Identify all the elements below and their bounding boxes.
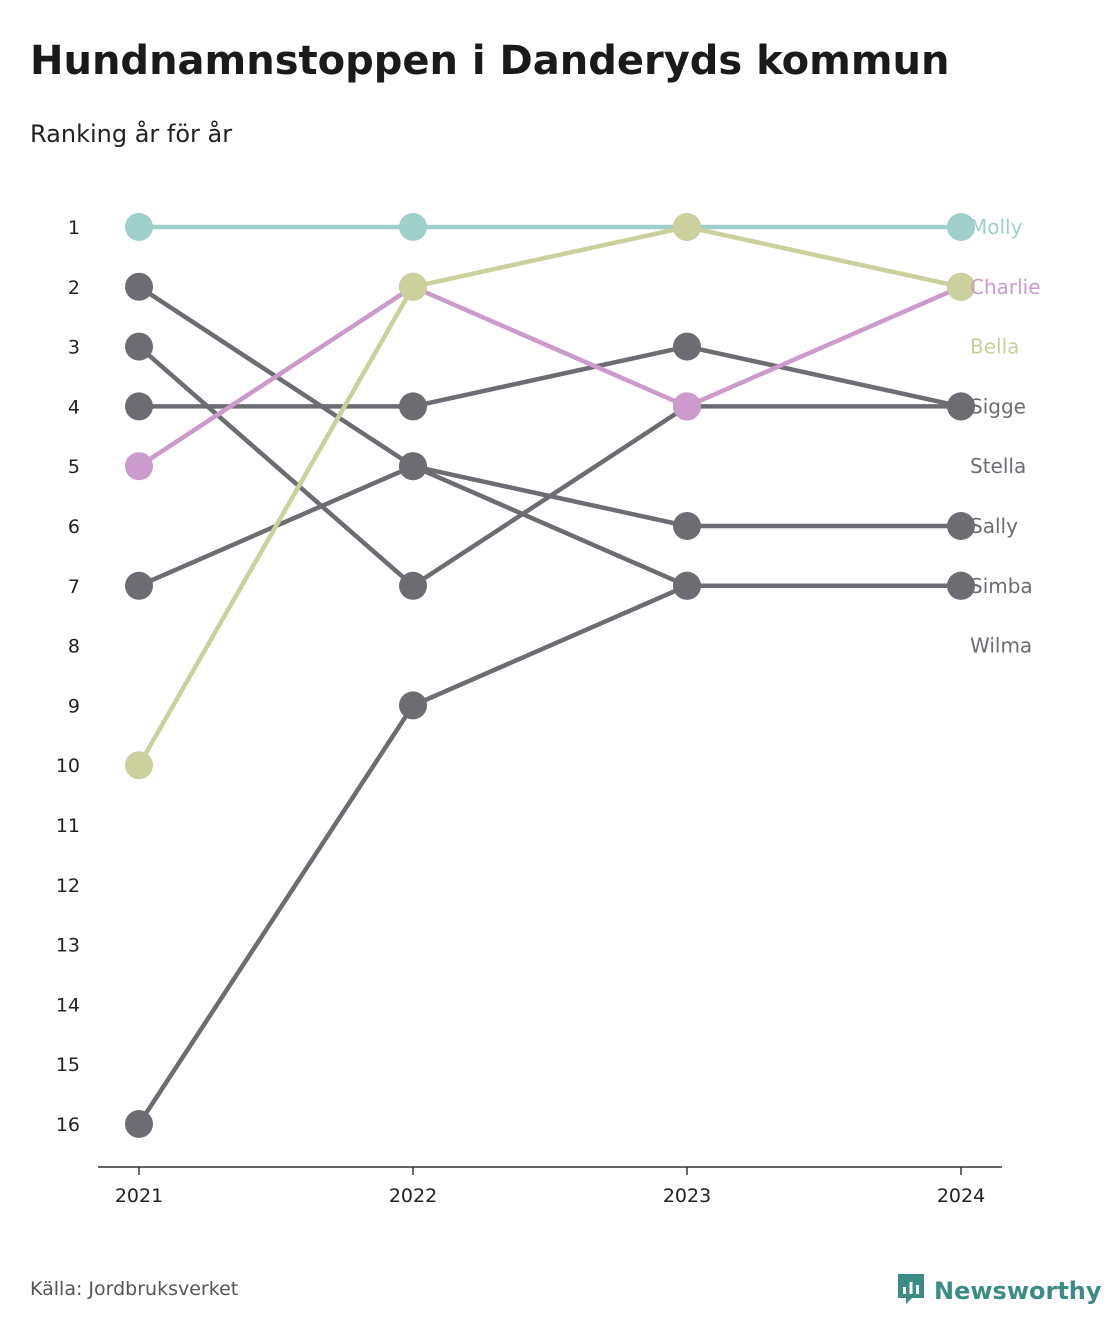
data-point-stella [125, 272, 153, 301]
series-line-wilma [136, 344, 964, 589]
series-points [125, 213, 975, 1138]
data-point-sigge [125, 392, 153, 421]
chart-subtitle: Ranking år för år [30, 120, 233, 148]
data-point-molly [947, 213, 975, 241]
brand-name: Newsworthy [934, 1277, 1102, 1305]
end-label-wilma: Wilma [970, 634, 1032, 658]
data-point-wilma [947, 392, 975, 421]
data-point-bella [125, 751, 153, 780]
data-point-simba [673, 571, 701, 600]
data-point-bella [673, 213, 701, 241]
y-tick-label: 14 [56, 994, 80, 1016]
data-point-sally [125, 571, 153, 600]
end-label-bella: Bella [970, 335, 1019, 359]
series-lines [136, 224, 964, 1127]
chart-title: Hundnamnstoppen i Danderyds kommun [30, 38, 950, 84]
data-point-simba [947, 571, 975, 600]
y-tick-label: 7 [68, 576, 80, 598]
y-tick-label: 16 [56, 1114, 80, 1136]
series-line-simba [136, 583, 964, 1127]
series-line-stella [136, 284, 964, 589]
x-tick-label: 2021 [115, 1185, 163, 1207]
y-tick-label: 10 [56, 755, 80, 777]
y-tick-label: 13 [56, 935, 80, 957]
y-tick-label: 5 [68, 456, 80, 478]
data-point-wilma [399, 571, 427, 600]
data-point-charlie [673, 392, 701, 421]
series-line-bella [136, 224, 964, 768]
x-axis-ticks: 2021 2022 2023 2024 [115, 1167, 985, 1207]
data-point-sally [399, 452, 427, 481]
data-point-charlie [125, 452, 153, 481]
y-tick-label: 12 [56, 875, 80, 897]
end-label-simba: Simba [970, 574, 1033, 598]
data-point-sally [947, 512, 975, 540]
x-tick-label: 2024 [937, 1185, 985, 1207]
y-tick-label: 4 [68, 396, 80, 418]
series-end-labels: Molly Charlie Bella Sigge Stella Sally Simba Wi… [970, 215, 1041, 658]
series-line-charlie [136, 284, 964, 469]
data-point-molly [399, 213, 427, 241]
source-note: Källa: Jordbruksverket [30, 1278, 239, 1300]
x-tick-label: 2022 [389, 1185, 437, 1207]
data-point-simba [399, 691, 427, 720]
end-label-sigge: Sigge [970, 394, 1026, 418]
data-point-bella [399, 272, 427, 301]
y-tick-label: 6 [68, 516, 80, 538]
data-point-wilma [125, 332, 153, 361]
y-tick-label: 11 [56, 815, 80, 837]
data-point-sally [673, 512, 701, 540]
end-label-charlie: Charlie [970, 275, 1041, 299]
y-tick-label: 1 [68, 217, 80, 239]
y-tick-label: 15 [56, 1054, 80, 1076]
y-tick-label: 8 [68, 636, 80, 658]
data-point-sigge [399, 392, 427, 421]
brand-logo: Newsworthy [896, 1272, 1102, 1310]
end-label-sally: Sally [970, 514, 1018, 538]
data-point-molly [125, 213, 153, 241]
series-line-sigge [136, 344, 964, 409]
data-point-simba [125, 1110, 153, 1138]
data-point-sigge [673, 332, 701, 361]
x-tick-label: 2023 [663, 1185, 711, 1207]
y-tick-label: 2 [68, 277, 80, 299]
y-tick-label: 3 [68, 337, 80, 359]
data-point-bella [947, 272, 975, 301]
end-label-molly: Molly [970, 215, 1023, 239]
end-label-stella: Stella [970, 454, 1026, 478]
newsworthy-logo-icon [896, 1272, 926, 1310]
y-tick-label: 9 [68, 695, 80, 717]
